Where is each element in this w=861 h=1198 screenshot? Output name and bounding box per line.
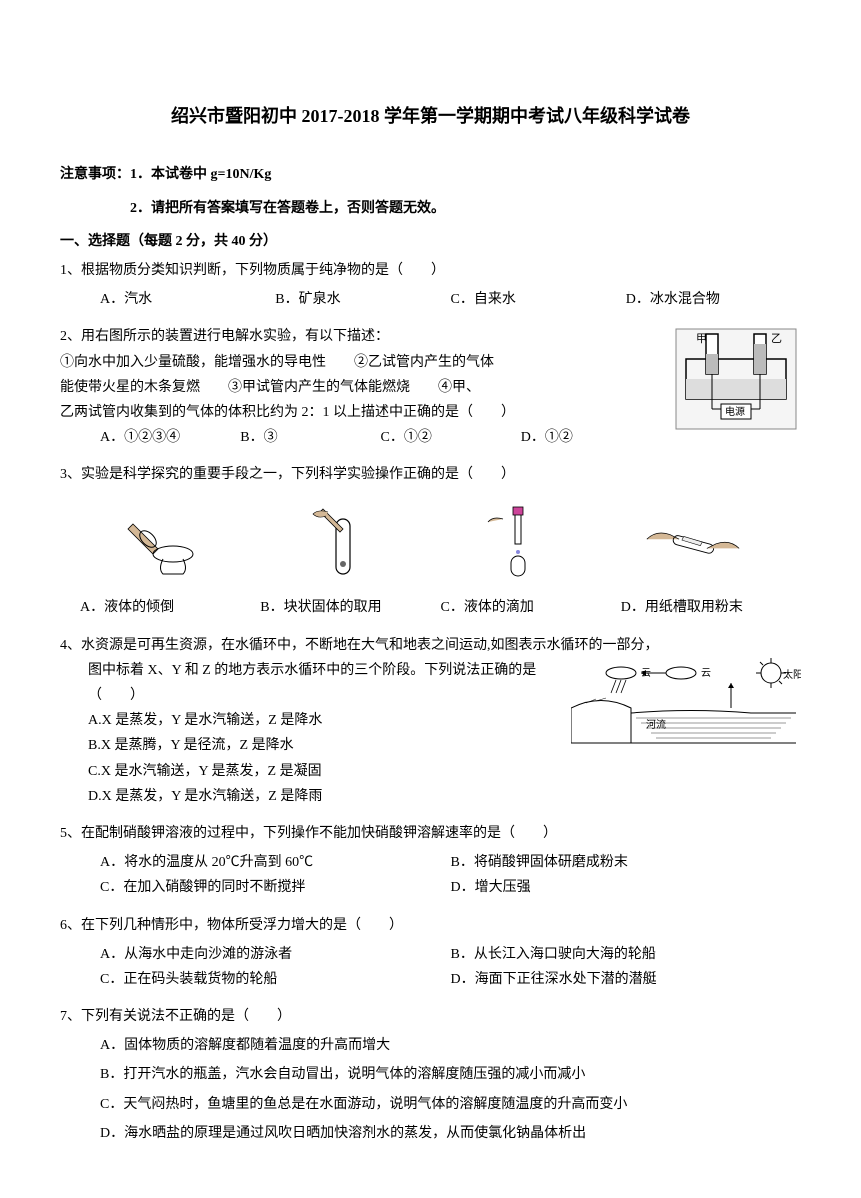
q5-text: 5、在配制硝酸钾溶液的过程中，下列操作不能加快硝酸钾溶解速率的是（ ） xyxy=(60,821,801,846)
page-title: 绍兴市暨阳初中 2017-2018 学年第一学期期中考试八年级科学试卷 xyxy=(60,100,801,132)
water-cycle-diagram: 太阳 云 云 河流 xyxy=(571,658,801,748)
question-3: 3、实验是科学探究的重要手段之一，下列科学实验操作正确的是（ ） xyxy=(60,462,801,620)
label-jia: 甲 xyxy=(696,333,707,345)
q4-opt-d: D.X 是蒸发，Y 是水汽输送，Z 是降雨 xyxy=(60,784,801,809)
q5-opt-a: A．将水的温度从 20℃升高到 60℃ xyxy=(100,850,451,875)
q7-opt-d: D．海水晒盐的原理是通过风吹日晒加快溶剂水的蒸发，从而使氯化钠晶体析出 xyxy=(60,1121,801,1146)
question-6: 6、在下列几种情形中，物体所受浮力增大的是（ ） A．从海水中走向沙滩的游泳者 … xyxy=(60,913,801,993)
q5-opt-d: D．增大压强 xyxy=(451,875,802,900)
q6-opt-a: A．从海水中走向沙滩的游泳者 xyxy=(100,942,451,967)
q3-text: 3、实验是科学探究的重要手段之一，下列科学实验操作正确的是（ ） xyxy=(60,462,801,487)
q2-opt-c: C．①② xyxy=(381,425,521,450)
q1-opt-b: B．矿泉水 xyxy=(275,287,450,312)
q7-opt-c: C．天气闷热时，鱼塘里的鱼总是在水面游动，说明气体的溶解度随温度的升高而变小 xyxy=(60,1092,801,1117)
q3-opt-a: A．液体的倾倒 xyxy=(80,595,260,620)
electrolysis-diagram: 甲 乙 电源 xyxy=(671,324,801,434)
q1-options: A．汽水 B．矿泉水 C．自来水 D．冰水混合物 xyxy=(60,287,801,312)
q2-opt-b: B．③ xyxy=(240,425,380,450)
q3-options: A．液体的倾倒 B．块状固体的取用 C．液体的滴加 D．用纸槽取用粉末 xyxy=(60,595,801,620)
q3-opt-c: C．液体的滴加 xyxy=(441,595,621,620)
q1-opt-a: A．汽水 xyxy=(100,287,275,312)
exp-img-b xyxy=(283,501,403,581)
exp-img-a xyxy=(108,501,228,581)
question-7: 7、下列有关说法不正确的是（ ） A．固体物质的溶解度都随着温度的升高而增大 B… xyxy=(60,1004,801,1146)
q5-opt-b: B．将硝酸钾固体研磨成粉末 xyxy=(451,850,802,875)
q2-opt-a: A．①②③④ xyxy=(100,425,240,450)
q4-opt-c: C.X 是水汽输送，Y 是蒸发，Z 是凝固 xyxy=(60,759,801,784)
q1-opt-d: D．冰水混合物 xyxy=(626,287,801,312)
question-5: 5、在配制硝酸钾溶液的过程中，下列操作不能加快硝酸钾溶解速率的是（ ） A．将水… xyxy=(60,821,801,901)
notice-line-1: 注意事项：1．本试卷中 g=10N/Kg xyxy=(60,162,801,187)
section-1-header: 一、选择题（每题 2 分，共 40 分） xyxy=(60,229,801,254)
q6-text: 6、在下列几种情形中，物体所受浮力增大的是（ ） xyxy=(60,913,801,938)
q7-opt-b: B．打开汽水的瓶盖，汽水会自动冒出，说明气体的溶解度随压强的减小而减小 xyxy=(60,1062,801,1087)
svg-text:河流: 河流 xyxy=(646,718,666,731)
label-yi: 乙 xyxy=(771,332,782,345)
q5-opt-c: C．在加入硝酸钾的同时不断搅拌 xyxy=(100,875,451,900)
q3-opt-d: D．用纸槽取用粉末 xyxy=(621,595,801,620)
svg-text:云: 云 xyxy=(701,668,711,679)
q7-opt-a: A．固体物质的溶解度都随着温度的升高而增大 xyxy=(60,1033,801,1058)
question-4: 4、水资源是可再生资源，在水循环中，不断地在大气和地表之间运动,如图表示水循环的… xyxy=(60,633,801,809)
question-2: 甲 乙 电源 2、用右图所示的装置进行电解水实验，有以下描述： ①向水中加入少量… xyxy=(60,324,801,450)
label-dianyuan: 电源 xyxy=(725,405,745,418)
q6-opt-b: B．从长江入海口驶向大海的轮船 xyxy=(451,942,802,967)
exp-img-c xyxy=(458,501,578,581)
q1-text: 1、根据物质分类知识判断，下列物质属于纯净物的是（ ） xyxy=(60,258,801,283)
q6-opt-d: D．海面下正往深水处下潜的潜艇 xyxy=(451,967,802,992)
q3-images xyxy=(60,491,801,591)
q2-opt-d: D．①② xyxy=(521,425,661,450)
q6-options: A．从海水中走向沙滩的游泳者 B．从长江入海口驶向大海的轮船 C．正在码头装载货… xyxy=(60,942,801,992)
exp-img-d xyxy=(633,501,753,581)
notice-line-2: 2．请把所有答案填写在答题卷上，否则答题无效。 xyxy=(60,196,801,221)
q1-opt-c: C．自来水 xyxy=(451,287,626,312)
question-1: 1、根据物质分类知识判断，下列物质属于纯净物的是（ ） A．汽水 B．矿泉水 C… xyxy=(60,258,801,312)
q6-opt-c: C．正在码头装载货物的轮船 xyxy=(100,967,451,992)
svg-text:太阳: 太阳 xyxy=(783,668,801,681)
q5-options: A．将水的温度从 20℃升高到 60℃ B．将硝酸钾固体研磨成粉末 C．在加入硝… xyxy=(60,850,801,900)
q3-opt-b: B．块状固体的取用 xyxy=(260,595,440,620)
q2-options: A．①②③④ B．③ C．①② D．①② xyxy=(60,425,661,450)
q7-text: 7、下列有关说法不正确的是（ ） xyxy=(60,1004,801,1029)
q4-text: 4、水资源是可再生资源，在水循环中，不断地在大气和地表之间运动,如图表示水循环的… xyxy=(60,633,801,658)
